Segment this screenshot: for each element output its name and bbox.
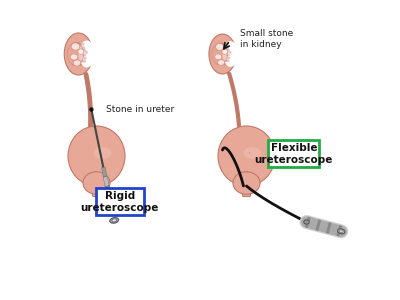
- Ellipse shape: [212, 43, 228, 65]
- Ellipse shape: [215, 54, 222, 60]
- Polygon shape: [241, 186, 252, 196]
- Ellipse shape: [224, 59, 227, 62]
- Ellipse shape: [249, 152, 250, 154]
- Ellipse shape: [215, 48, 218, 51]
- Ellipse shape: [219, 42, 222, 45]
- Ellipse shape: [81, 43, 85, 46]
- Text: Small stone
in kidney: Small stone in kidney: [240, 29, 294, 49]
- Ellipse shape: [83, 172, 110, 194]
- Ellipse shape: [67, 43, 84, 65]
- Ellipse shape: [227, 57, 230, 59]
- Ellipse shape: [340, 230, 343, 233]
- Ellipse shape: [216, 44, 224, 50]
- Text: Rigid
ureteroscope: Rigid ureteroscope: [80, 191, 159, 212]
- Ellipse shape: [78, 49, 84, 54]
- Ellipse shape: [64, 33, 93, 75]
- Ellipse shape: [304, 220, 309, 224]
- Ellipse shape: [83, 57, 87, 60]
- Ellipse shape: [218, 126, 275, 186]
- Polygon shape: [105, 186, 112, 196]
- Ellipse shape: [216, 45, 219, 48]
- Ellipse shape: [338, 229, 345, 234]
- Ellipse shape: [82, 49, 86, 52]
- Ellipse shape: [75, 61, 79, 64]
- Ellipse shape: [74, 60, 80, 66]
- Ellipse shape: [226, 54, 230, 57]
- Ellipse shape: [70, 54, 78, 60]
- Ellipse shape: [77, 42, 80, 45]
- Ellipse shape: [74, 45, 77, 48]
- Ellipse shape: [221, 43, 224, 45]
- Ellipse shape: [82, 60, 86, 63]
- Ellipse shape: [226, 59, 230, 62]
- Ellipse shape: [80, 60, 84, 63]
- Ellipse shape: [73, 63, 76, 66]
- Ellipse shape: [223, 41, 238, 67]
- Ellipse shape: [68, 126, 125, 186]
- Ellipse shape: [222, 49, 228, 54]
- Ellipse shape: [82, 46, 85, 49]
- Ellipse shape: [218, 60, 224, 65]
- Ellipse shape: [222, 45, 226, 47]
- Text: Flexible
ureteroscope: Flexible ureteroscope: [254, 143, 333, 164]
- Ellipse shape: [244, 147, 262, 159]
- Ellipse shape: [77, 63, 80, 66]
- Polygon shape: [103, 176, 109, 187]
- FancyBboxPatch shape: [96, 188, 144, 215]
- Polygon shape: [106, 195, 114, 206]
- Ellipse shape: [110, 218, 119, 223]
- Ellipse shape: [223, 63, 226, 66]
- Ellipse shape: [98, 152, 100, 154]
- Ellipse shape: [71, 48, 74, 51]
- Ellipse shape: [216, 59, 220, 62]
- Ellipse shape: [221, 62, 224, 65]
- Ellipse shape: [84, 51, 88, 54]
- Ellipse shape: [112, 219, 116, 222]
- Ellipse shape: [78, 44, 82, 47]
- Text: Stone in ureter: Stone in ureter: [106, 105, 174, 114]
- Ellipse shape: [75, 42, 78, 45]
- Ellipse shape: [71, 43, 80, 50]
- Ellipse shape: [72, 59, 76, 62]
- Ellipse shape: [79, 63, 82, 66]
- Ellipse shape: [82, 54, 86, 57]
- Ellipse shape: [218, 46, 222, 48]
- Ellipse shape: [217, 62, 220, 65]
- Ellipse shape: [71, 57, 74, 60]
- Ellipse shape: [209, 34, 236, 74]
- Ellipse shape: [215, 57, 219, 60]
- Polygon shape: [91, 186, 102, 196]
- Ellipse shape: [90, 108, 93, 111]
- Ellipse shape: [225, 43, 228, 46]
- Ellipse shape: [228, 51, 232, 54]
- Polygon shape: [108, 204, 116, 215]
- Polygon shape: [102, 167, 107, 177]
- Ellipse shape: [226, 47, 229, 50]
- Ellipse shape: [94, 147, 112, 159]
- Ellipse shape: [71, 45, 75, 48]
- FancyBboxPatch shape: [268, 140, 320, 167]
- Ellipse shape: [233, 172, 260, 194]
- Ellipse shape: [219, 61, 223, 64]
- Ellipse shape: [226, 49, 230, 52]
- Ellipse shape: [79, 40, 95, 68]
